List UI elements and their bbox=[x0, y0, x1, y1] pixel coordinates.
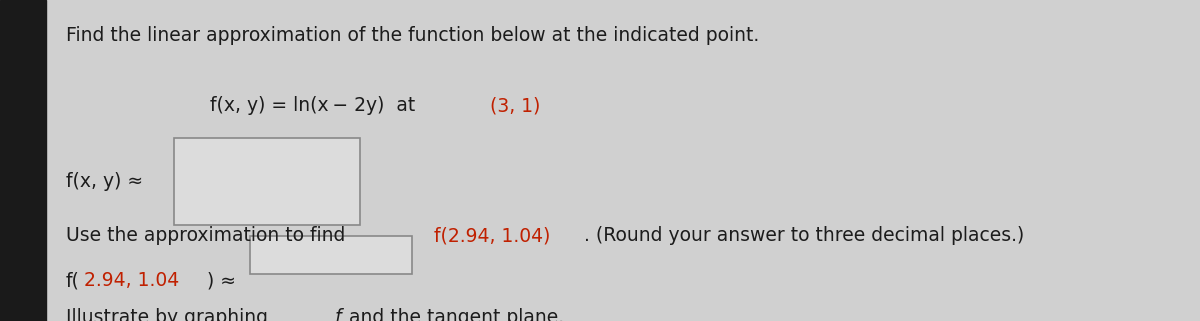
Text: f: f bbox=[335, 308, 341, 321]
Text: (3, 1): (3, 1) bbox=[491, 96, 541, 115]
Bar bbox=[0, 0, 46, 321]
Text: f(x, y) = ln(x − 2y)  at: f(x, y) = ln(x − 2y) at bbox=[210, 96, 427, 115]
Text: Use the approximation to find: Use the approximation to find bbox=[66, 226, 352, 245]
Text: f(2.94, 1.04): f(2.94, 1.04) bbox=[434, 226, 551, 245]
Bar bbox=[174, 138, 360, 225]
Text: . (Round your answer to three decimal places.): . (Round your answer to three decimal pl… bbox=[584, 226, 1025, 245]
Text: and the tangent plane.: and the tangent plane. bbox=[343, 308, 564, 321]
Text: f(x, y) ≈: f(x, y) ≈ bbox=[66, 172, 143, 191]
Text: f(: f( bbox=[66, 271, 80, 290]
Text: Find the linear approximation of the function below at the indicated point.: Find the linear approximation of the fun… bbox=[66, 26, 760, 45]
Text: Illustrate by graphing: Illustrate by graphing bbox=[66, 308, 274, 321]
Bar bbox=[251, 236, 413, 274]
Text: ) ≈: ) ≈ bbox=[206, 271, 236, 290]
Text: 2.94, 1.04: 2.94, 1.04 bbox=[84, 271, 179, 290]
